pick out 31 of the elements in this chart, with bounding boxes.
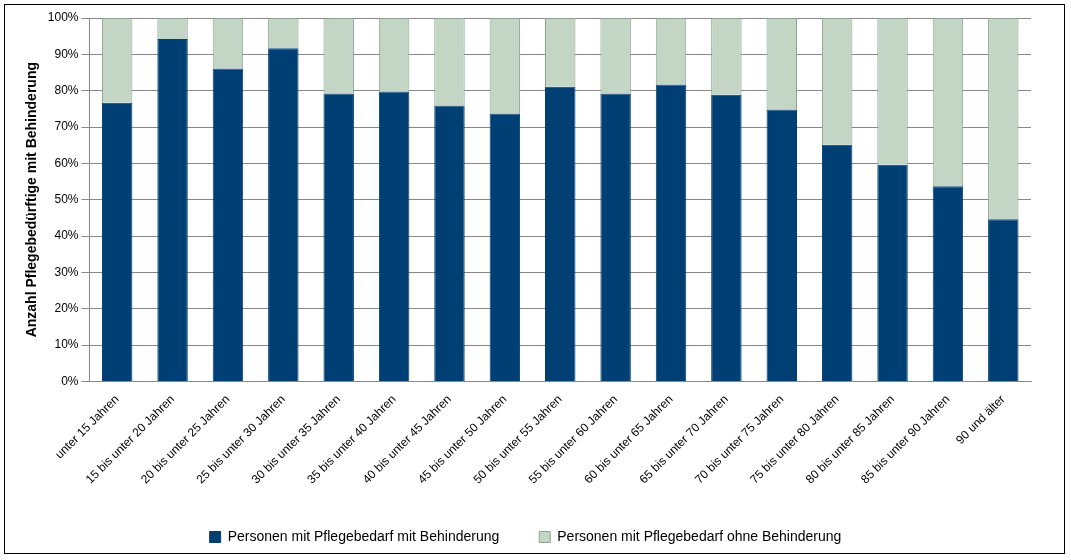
y-tick-label: 0% — [61, 373, 79, 388]
bar — [655, 84, 687, 381]
bar — [988, 219, 1019, 381]
bar — [434, 105, 465, 381]
bar — [545, 86, 576, 381]
y-tick-label: 60% — [54, 155, 79, 170]
bar — [378, 91, 410, 381]
bar — [877, 164, 908, 381]
bar — [821, 144, 853, 381]
bar — [157, 39, 188, 381]
bar — [268, 48, 299, 381]
bar — [212, 68, 244, 381]
bar — [489, 113, 521, 381]
y-tick-label: 20% — [54, 301, 79, 316]
y-tick-label: 10% — [54, 337, 79, 352]
y-tick-label: 90% — [54, 46, 79, 61]
bar — [766, 109, 798, 381]
legend-label: Personen mit Pflegebedarf mit Behinderung — [227, 527, 500, 544]
y-tick-label: 50% — [54, 192, 79, 206]
bar — [932, 186, 964, 381]
bar — [323, 93, 354, 381]
bar — [101, 102, 133, 381]
y-axis-title: Anzahl Pflegebedürftige mit Behinderung — [23, 62, 40, 338]
bar — [600, 93, 631, 381]
legend-label: Personen mit Pflegebedarf ohne Behinderung — [557, 527, 842, 544]
y-tick-label: 30% — [54, 264, 79, 279]
y-tick-label: 100% — [47, 10, 79, 25]
y-tick-label: 70% — [54, 119, 79, 134]
bar — [711, 94, 742, 381]
y-tick-label: 40% — [54, 228, 79, 243]
y-tick-label: 80% — [54, 82, 79, 97]
